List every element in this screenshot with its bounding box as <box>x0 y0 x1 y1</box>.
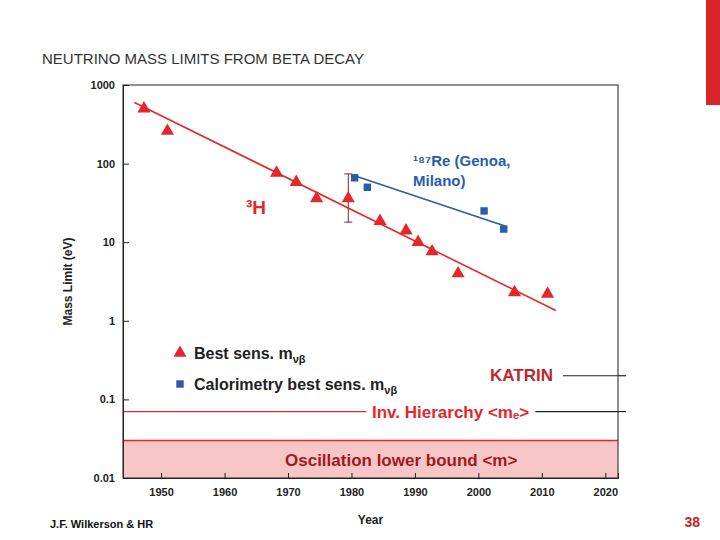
marker <box>399 223 412 234</box>
x-tick-label: 2010 <box>530 486 554 498</box>
marker <box>480 207 487 214</box>
credit: J.F. Wilkerson & HR <box>50 518 153 530</box>
annotation: ³H <box>246 197 266 218</box>
y-tick-label: 10 <box>103 236 115 248</box>
y-axis-line <box>124 86 130 479</box>
x-tick-mark <box>288 473 289 478</box>
x-axis-line <box>124 473 619 479</box>
accent-bar <box>706 0 720 105</box>
marker <box>137 101 150 112</box>
y-tick-label: 0.01 <box>94 472 115 484</box>
slide-title: NEUTRINO MASS LIMITS FROM BETA DECAY <box>42 50 364 67</box>
legend-marker <box>173 345 186 356</box>
band <box>123 440 618 478</box>
plot-frame <box>123 85 618 478</box>
x-tick-mark <box>225 473 226 478</box>
reference-line-stub <box>618 411 626 412</box>
slide: NEUTRINO MASS LIMITS FROM BETA DECAY 38 J.… <box>0 0 720 540</box>
x-tick-mark <box>478 473 479 478</box>
y-tick-mark <box>123 164 129 165</box>
y-tick: 1 <box>109 315 129 327</box>
y-tick: 10 <box>103 236 129 248</box>
marker <box>364 184 371 191</box>
legend: Best sens. mνβ Calorimetry best sens. mνβ <box>173 345 397 396</box>
y-tick-mark <box>123 399 129 400</box>
legend-marker <box>176 380 183 387</box>
marker <box>310 191 323 202</box>
y-tick-mark <box>123 478 129 479</box>
marker <box>342 191 355 202</box>
y-axis: 0.01 0.1 1 10 100 1000 <box>91 79 129 484</box>
x-tick: 1990 <box>403 473 427 498</box>
y-tick: 100 <box>97 158 129 170</box>
x-tick-label: 2000 <box>467 486 491 498</box>
marker <box>351 174 358 181</box>
y-tick-mark <box>123 321 129 322</box>
y-tick-mark <box>123 242 129 243</box>
marker <box>412 235 425 246</box>
marker <box>541 286 554 297</box>
x-tick: 2010 <box>530 473 554 498</box>
legend-label: Calorimetry best sens. mνβ <box>194 376 397 396</box>
y-tick: 1000 <box>91 79 129 91</box>
marker <box>508 285 521 296</box>
page-number: 38 <box>684 514 700 530</box>
y-tick: 0.1 <box>100 393 129 405</box>
x-tick-label: 1980 <box>340 486 364 498</box>
x-tick-mark <box>351 473 352 478</box>
reference-line <box>535 411 618 412</box>
annotation: ¹⁸⁷Re (Genoa, <box>413 152 510 169</box>
reference-label: Inv. Hierarchy <mₑ> <box>372 403 529 422</box>
x-tick: 2020 <box>594 473 618 498</box>
reference-labels: KATRIN Inv. Hierarchy <mₑ> Oscillation low… <box>246 152 626 470</box>
band-label: Oscillation lower bound <m> <box>285 451 517 470</box>
legend-label: Best sens. mνβ <box>194 345 306 365</box>
x-tick: 1960 <box>213 473 237 498</box>
x-tick-label: 1990 <box>403 486 427 498</box>
y-axis-title: Mass Limit (eV) <box>61 237 75 325</box>
x-tick-label: 1950 <box>149 486 173 498</box>
band-edge <box>123 440 618 442</box>
x-tick-mark <box>161 473 162 478</box>
marker <box>270 165 283 176</box>
y-tick: 0.01 <box>94 472 129 484</box>
x-tick-label: 1960 <box>213 486 237 498</box>
reference-line <box>563 375 618 376</box>
y-tick-label: 0.1 <box>100 393 115 405</box>
reference-line <box>123 411 366 412</box>
x-tick-mark <box>605 473 606 478</box>
x-tick-label: 1970 <box>276 486 300 498</box>
x-axis: 1950 1960 1970 1980 1990 2000 2010 2020 <box>124 473 619 498</box>
plot-area <box>123 85 618 478</box>
x-tick-mark <box>542 473 543 478</box>
annotation: Milano) <box>413 172 466 189</box>
x-tick-mark <box>415 473 416 478</box>
marker <box>451 266 464 277</box>
reference-label: KATRIN <box>490 366 553 385</box>
marker <box>500 225 507 232</box>
y-tick-label: 1 <box>109 315 115 327</box>
y-tick-mark <box>123 85 129 86</box>
x-tick-label: 2020 <box>594 486 618 498</box>
marker <box>425 244 438 255</box>
x-tick: 1950 <box>149 473 173 498</box>
x-axis-title: Year <box>358 513 384 527</box>
marker <box>161 123 174 134</box>
x-tick: 2000 <box>467 473 491 498</box>
marker <box>290 175 303 186</box>
x-tick: 1980 <box>340 473 364 498</box>
y-tick-label: 1000 <box>91 79 115 91</box>
x-tick: 1970 <box>276 473 300 498</box>
error-bar-cap <box>344 222 352 223</box>
marker <box>373 214 386 225</box>
plot-marks <box>123 101 618 478</box>
reference-line-stub <box>618 375 626 376</box>
fit-line <box>134 102 555 310</box>
y-tick-label: 100 <box>97 158 115 170</box>
